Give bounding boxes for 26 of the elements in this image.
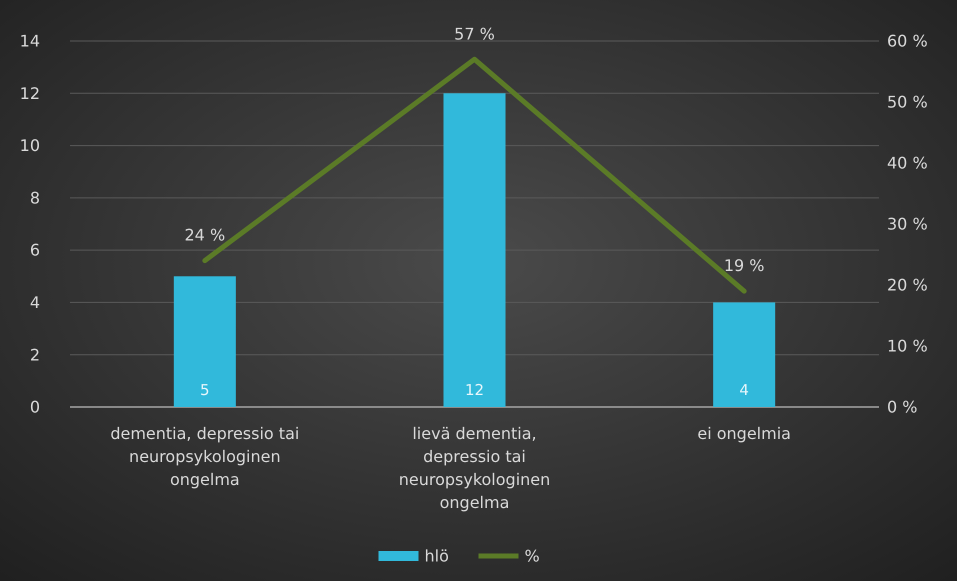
y2-tick-label: 40 % xyxy=(887,154,928,173)
data-label: 5 xyxy=(200,381,210,399)
y-tick-label: 8 xyxy=(30,188,40,208)
x-tick-label: lievä dementia, depressio tai neuropsykologinen ongelma xyxy=(398,424,550,512)
y2-tick-label: 50 % xyxy=(887,92,928,112)
y-tick-label: 14 xyxy=(20,32,40,51)
y-tick-label: 0 xyxy=(30,398,40,417)
data-label: 4 xyxy=(739,381,749,399)
y2-tick-label: 60 % xyxy=(887,32,928,51)
y-tick-label: 12 xyxy=(20,84,40,103)
legend-label: % xyxy=(524,546,540,566)
y-tick-label: 10 xyxy=(20,136,40,156)
y2-tick-label: 30 % xyxy=(887,214,928,234)
legend-label: hlö xyxy=(424,546,449,566)
x-tick-label: dementia, depressio tai neuropsykologinen ongelma xyxy=(110,424,300,489)
data-label: 24 % xyxy=(184,226,226,245)
data-label: 57 % xyxy=(454,24,495,44)
x-tick-label: ei ongelmia xyxy=(697,424,791,443)
y-tick-label: 6 xyxy=(30,240,40,260)
data-label: 19 % xyxy=(724,256,764,276)
y-tick-label: 2 xyxy=(30,345,40,364)
y2-tick-label: 10 % xyxy=(887,336,928,356)
y2-tick-label: 0 % xyxy=(887,398,918,417)
y-tick-label: 4 xyxy=(30,293,40,312)
data-label: 12 xyxy=(464,381,484,399)
y2-tick-label: 20 % xyxy=(887,276,928,295)
